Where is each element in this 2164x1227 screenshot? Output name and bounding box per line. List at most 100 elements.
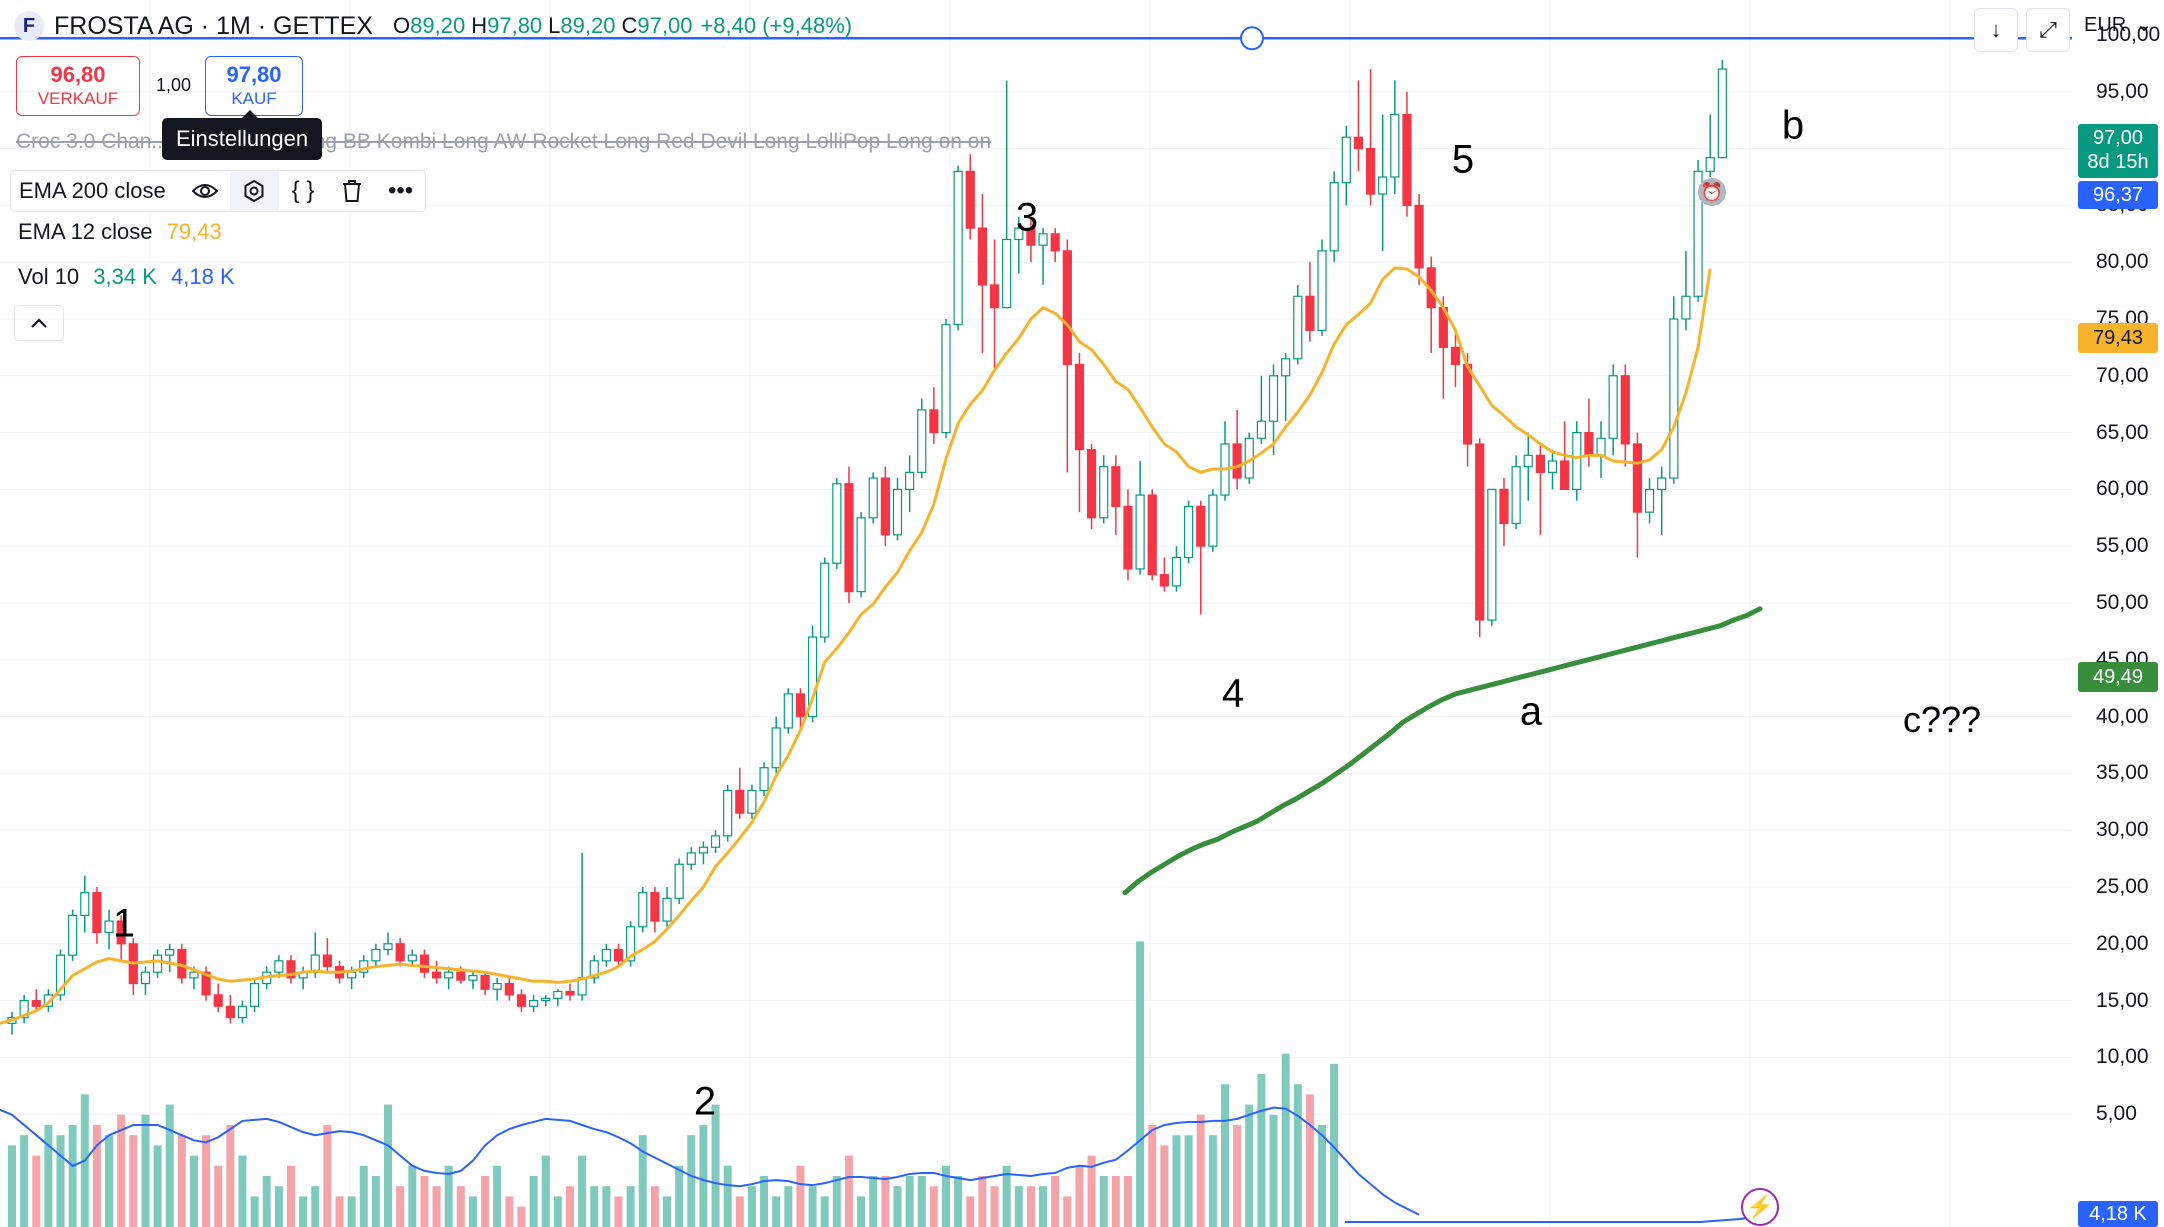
y-tick-label: 15,00 [2096,988,2149,1012]
volume-bar [663,1196,672,1227]
candle [80,875,90,933]
candle [322,938,332,973]
candle [140,966,151,995]
volume-bar [893,1186,902,1227]
volume-bar [371,1176,380,1227]
y-tick-label: 80,00 [2096,250,2149,274]
candle-body [1281,358,1291,377]
volume-bar [432,1186,441,1227]
candle-body [1608,375,1618,439]
trash-icon[interactable] [327,172,376,210]
candle-body [650,892,660,922]
volume-bar [517,1206,526,1227]
candle-body [322,954,332,968]
volume-bar [772,1196,781,1227]
volume-bar [1184,1135,1193,1227]
eye-icon[interactable] [181,172,230,210]
volume-label: Vol 10 [18,264,80,289]
candle-body [140,971,151,985]
candle-body [1705,157,1715,172]
wave-label-5: 5 [1451,137,1475,182]
sell-button[interactable]: 96,80 VERKAUF [16,56,140,116]
candle [844,466,854,603]
volume-bar [954,1176,963,1227]
hidden-strategy-icon[interactable] [1240,26,1264,51]
y-tick-label: 25,00 [2096,875,2149,898]
quantity-value[interactable]: 1,00 [156,75,192,95]
candle-body [480,975,490,990]
wave-label-b: b [1781,103,1805,148]
fullscreen-button[interactable]: ⤢ [2026,8,2070,52]
ema12-legend[interactable]: EMA 12 close 79,43 [18,219,222,245]
volume-bar [1063,1196,1072,1227]
alarm-clock-icon[interactable]: ⏰ [1698,178,1726,206]
ema12-value: 79,43 [166,219,222,244]
volume-bar [44,1125,53,1227]
volume-bar [32,1155,41,1227]
candle-body [383,943,393,951]
volume-bar [929,1186,938,1227]
candle-body [1026,227,1036,246]
volume-bar [347,1196,356,1227]
source-code-icon[interactable]: { } [291,177,315,204]
volume-bar [286,1165,295,1227]
candle-body [565,990,575,996]
volume-legend[interactable]: Vol 10 3,34 K 4,18 K [18,264,235,290]
last-price-tag: 97,00 8d 15h [2078,124,2158,178]
candle [1341,125,1351,206]
collapse-legend-button[interactable] [14,305,64,341]
candle [553,989,563,1007]
sell-label: VERKAUF [37,89,119,108]
buy-label: KAUF [231,89,277,108]
buy-button[interactable]: 97,80 KAUF [205,56,303,116]
candle [723,784,733,842]
candle-body [977,227,988,286]
chevron-up-icon [31,318,47,328]
candle-body [686,852,696,865]
candle [516,989,527,1012]
lightning-icon[interactable]: ⚡ [1741,1188,1779,1226]
volume-bar [553,1196,562,1227]
candle [1002,80,1012,309]
chevron-down-icon: ⌄ [2135,14,2153,36]
volume-bar [238,1155,247,1227]
symbol-header[interactable]: F FROSTA AG · 1M · GETTEX O 89,20 H 97,80 … [14,8,852,44]
settings-gear-icon[interactable] [229,172,279,210]
volume-bar [1233,1125,1242,1227]
candle [1657,466,1667,535]
candle [1184,500,1194,564]
candle [1305,262,1315,342]
volume-bar [444,1165,453,1227]
wave-label-2: 2 [693,1079,717,1124]
volume-bar [262,1176,271,1227]
y-tick-label: 70,00 [2096,363,2149,387]
candle-body [1293,295,1303,360]
more-icon[interactable]: ••• [387,177,414,204]
ema12-tag: 79,43 [2078,323,2158,353]
candle-body [1620,375,1630,445]
candle [626,921,636,967]
high-label: H [471,13,488,38]
volume-bar [1087,1155,1096,1227]
symbol-title[interactable]: FROSTA AG · 1M · GETTEX [54,11,374,40]
candle [1717,59,1727,159]
volume-bar [917,1176,926,1227]
ema-lines [0,266,1763,1025]
candle [528,994,539,1012]
candle [213,983,223,1012]
candle [1693,159,1703,302]
candle-body [1547,460,1558,473]
volume-bar [723,1165,732,1227]
candle-body [1232,443,1242,479]
settings-tooltip: Einstellungen [162,110,323,160]
candle [759,762,769,797]
volume-bar [529,1176,538,1227]
currency-select[interactable]: EUR ⌄ [2084,12,2153,37]
volume-bar [1208,1135,1217,1227]
candle [1329,171,1339,263]
download-button[interactable]: ↓ [1974,8,2018,52]
candle-body [1572,432,1582,491]
ema200-legend-row[interactable]: EMA 200 close { } ••• [10,170,426,212]
volume-bar [117,1114,126,1227]
